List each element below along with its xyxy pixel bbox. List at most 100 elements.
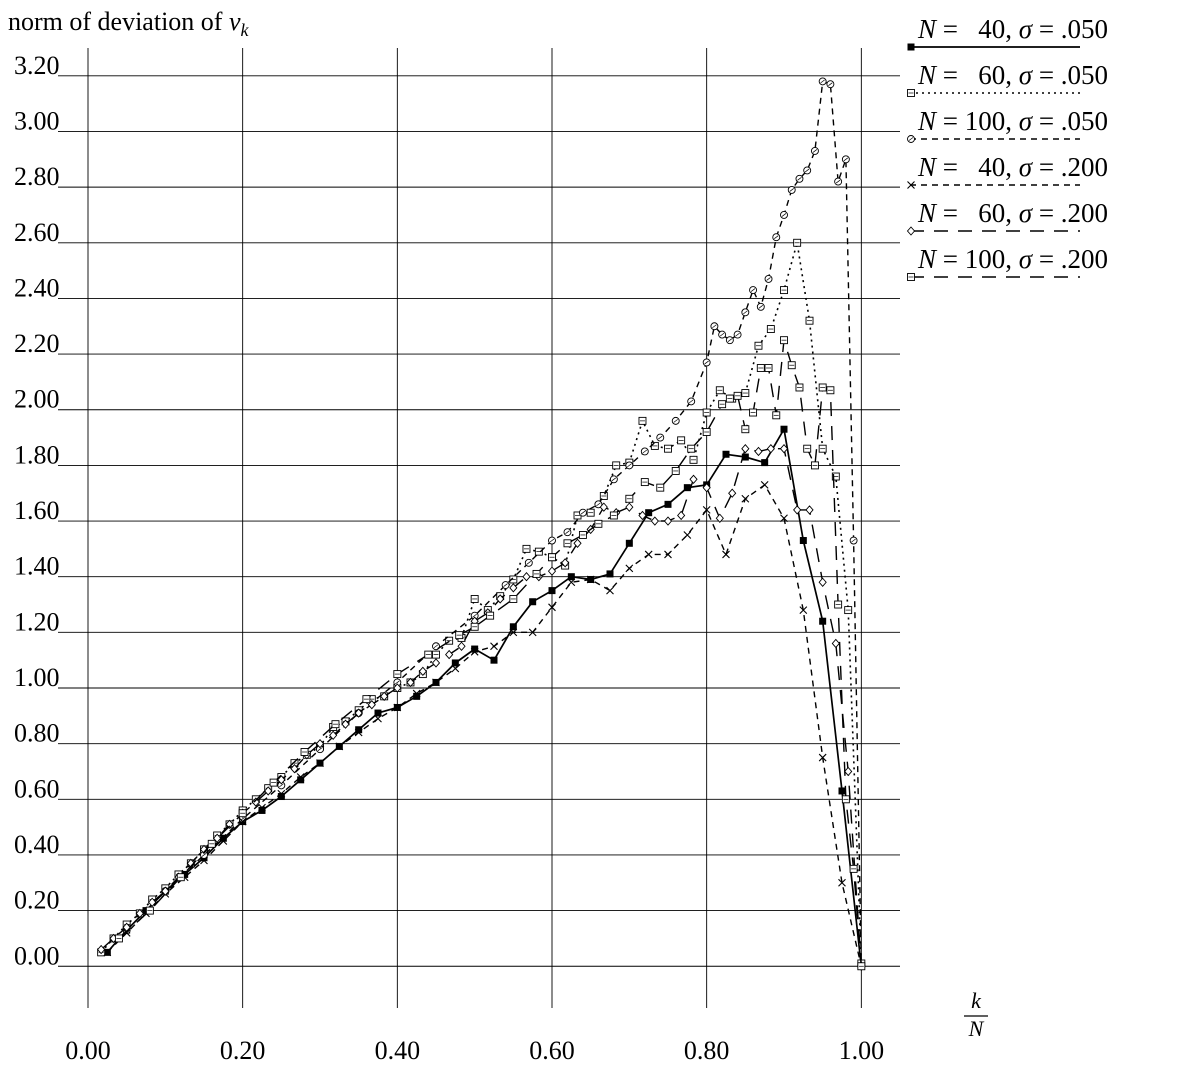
data-point — [406, 677, 415, 688]
data-point — [725, 336, 734, 345]
data-point — [445, 636, 454, 645]
data-point — [354, 728, 363, 737]
data-point — [795, 174, 804, 183]
data-point — [335, 742, 344, 751]
data-point — [687, 397, 696, 406]
series-line — [126, 80, 862, 967]
x-tick-label: 1.00 — [839, 1036, 885, 1065]
data-point — [341, 719, 350, 729]
y-tick-label: 0.60 — [14, 774, 60, 803]
data-point — [760, 480, 769, 489]
series-line — [106, 428, 863, 967]
data-point — [586, 508, 595, 517]
y-tick-label: 2.80 — [14, 162, 60, 191]
data-point — [548, 536, 556, 545]
data-point — [764, 364, 773, 372]
x-axis-label-denominator: N — [968, 1016, 985, 1041]
data-point — [563, 528, 572, 537]
data-point — [316, 759, 324, 768]
legend-entry: N = 40, σ = .050 — [907, 14, 1108, 51]
x-tick-label: 0.00 — [65, 1036, 111, 1065]
data-point — [741, 425, 750, 434]
data-point — [810, 461, 819, 470]
data-point — [606, 570, 614, 578]
data-point — [664, 550, 672, 559]
data-point — [599, 492, 608, 500]
data-point — [640, 447, 649, 456]
data-point — [238, 809, 247, 818]
legend-entry: N = 60, σ = .050 — [907, 60, 1108, 97]
series-line — [118, 339, 862, 967]
legend-label: N = 40, σ = .050 — [917, 14, 1108, 44]
legend-marker — [906, 226, 916, 236]
data-point — [471, 645, 479, 653]
data-point — [594, 519, 603, 528]
data-point — [145, 906, 154, 915]
data-point — [663, 516, 673, 526]
legend-marker — [907, 181, 915, 189]
data-point — [683, 531, 692, 539]
data-point — [689, 455, 698, 464]
data-point — [715, 386, 724, 395]
data-point — [702, 428, 711, 436]
data-point — [161, 886, 170, 896]
data-point — [645, 509, 653, 517]
data-point — [766, 325, 775, 333]
data-point — [687, 444, 696, 453]
data-point — [841, 155, 850, 164]
data-point — [780, 286, 788, 295]
data-point — [625, 539, 633, 547]
x-axis-label: k N — [964, 988, 988, 1041]
data-point — [780, 211, 788, 219]
data-point — [849, 536, 858, 545]
data-point — [258, 803, 266, 812]
data-point — [799, 606, 808, 614]
data-point — [200, 856, 208, 865]
y-tick-label: 1.20 — [14, 607, 60, 636]
data-point — [754, 446, 763, 457]
data-point — [741, 494, 750, 503]
data-point — [728, 488, 737, 498]
data-point — [296, 773, 305, 781]
data-point — [749, 408, 758, 417]
data-point — [834, 600, 843, 609]
data-point — [470, 595, 479, 603]
y-tick-label: 1.60 — [14, 496, 60, 525]
data-point — [297, 776, 305, 784]
data-point — [355, 726, 363, 734]
data-point — [609, 511, 618, 520]
data-point — [264, 786, 273, 796]
data-point — [225, 819, 234, 830]
x-tick-label: 0.40 — [375, 1036, 421, 1065]
data-point — [300, 748, 309, 756]
data-point — [548, 603, 556, 612]
data-point — [810, 147, 819, 155]
data-point — [578, 531, 587, 539]
series-2 — [97, 238, 866, 968]
y-tick-label: 1.80 — [14, 440, 60, 469]
data-point — [374, 714, 382, 723]
data-point — [702, 506, 711, 514]
data-point — [844, 766, 853, 777]
data-point — [561, 558, 570, 568]
data-point — [176, 873, 185, 882]
data-point — [609, 475, 618, 484]
series-4 — [103, 480, 866, 971]
data-point — [787, 361, 796, 370]
data-point — [451, 664, 460, 673]
data-point — [741, 444, 750, 454]
legend-marker — [907, 43, 915, 51]
series-6 — [114, 336, 866, 971]
data-point — [612, 461, 621, 470]
data-point — [779, 444, 789, 454]
legend-entry: N = 100, σ = .200 — [907, 244, 1108, 281]
data-point — [733, 330, 742, 339]
data-point — [251, 797, 260, 807]
data-point — [362, 695, 371, 704]
data-point — [650, 516, 659, 526]
data-point — [818, 753, 827, 762]
grid-lines — [58, 48, 900, 1008]
data-point — [625, 461, 634, 470]
data-point — [277, 781, 286, 790]
data-point — [97, 944, 106, 955]
